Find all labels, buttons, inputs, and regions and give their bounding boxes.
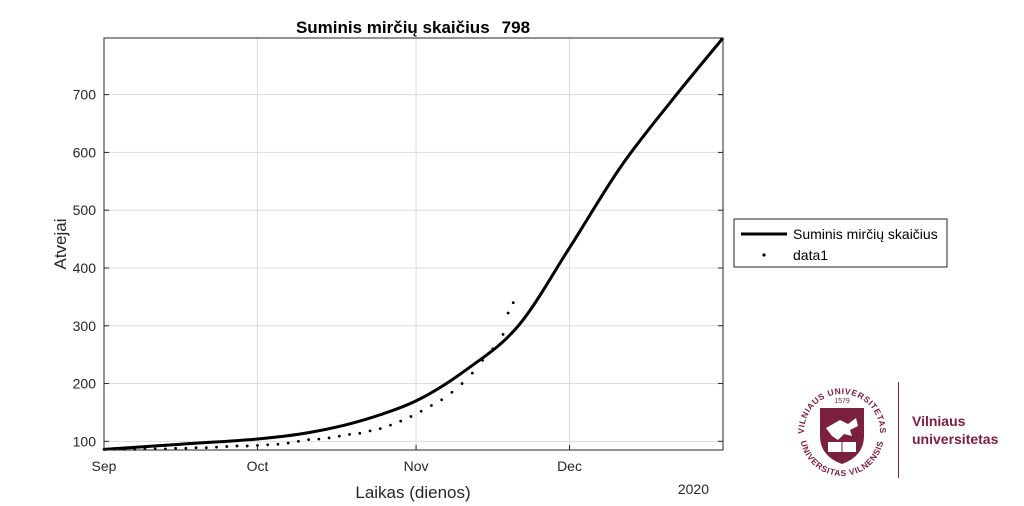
grid-lines [103, 38, 723, 450]
data-point [256, 443, 259, 447]
data-point [358, 431, 362, 435]
plot-frame [103, 37, 724, 451]
x-year-label: 2020 [678, 481, 709, 497]
data-point [215, 445, 218, 449]
seal-emblem [826, 418, 858, 440]
university-name-line1: Vilniaus [912, 413, 966, 429]
data-point [337, 434, 341, 438]
data-point [470, 371, 474, 375]
university-logo: VILNIAUS UNIVERSITETAS UNIVERSITAS VILNE… [790, 376, 1020, 486]
data-point [194, 446, 198, 450]
logo-divider [898, 382, 899, 478]
university-name-line2: universitetas [912, 431, 999, 447]
data-point [501, 333, 505, 336]
y-tick-label: 200 [73, 376, 97, 392]
data-point [204, 446, 208, 450]
x-tick-label: Oct [247, 458, 269, 474]
y-tick-label: 100 [73, 433, 97, 449]
data-point [399, 419, 403, 423]
data-point [389, 423, 392, 427]
series-curve [103, 37, 725, 451]
data-point [481, 359, 484, 362]
y-tick-labels: 100 200 300 400 500 600 700 [73, 87, 97, 450]
data-point [506, 311, 510, 315]
legend-box [733, 218, 948, 268]
data-point [460, 382, 464, 385]
legend-item-label: Suminis mirčių skaičius [793, 226, 938, 242]
y-axis-label: Atvejai [51, 218, 70, 269]
data-point [368, 429, 372, 433]
data-point [430, 404, 433, 407]
legend-point-swatch [762, 253, 766, 257]
data-point [307, 438, 311, 441]
x-tick-label: Sep [92, 458, 117, 474]
university-name: Vilniaus universitetas [912, 412, 998, 448]
data-point [450, 390, 454, 394]
data-point [225, 445, 229, 448]
data-point [348, 433, 351, 436]
data-point [378, 427, 382, 431]
university-seal-icon: VILNIAUS UNIVERSITETAS UNIVERSITAS VILNE… [794, 384, 890, 480]
data-point [419, 409, 423, 413]
data-point [245, 444, 249, 448]
series-line [103, 37, 725, 451]
x-axis-label: Laikas (dienos) [355, 483, 470, 502]
data-point [286, 441, 290, 445]
y-tick-label: 400 [73, 260, 97, 276]
legend-item-label: data1 [793, 247, 828, 263]
data-point [297, 439, 300, 443]
data-point [440, 398, 444, 402]
y-tick-label: 600 [73, 144, 97, 160]
x-tick-labels: Sep Oct Nov Dec [92, 458, 582, 474]
data-point [276, 442, 280, 446]
data-point [491, 347, 495, 351]
legend: Suminis mirčių skaičius data1 [733, 218, 948, 268]
data-point [266, 443, 270, 447]
x-tick-label: Dec [557, 458, 582, 474]
data-point [511, 301, 515, 305]
data-point [184, 446, 188, 450]
series-points [102, 301, 515, 451]
chart-title: Suminis mirčių skaičius 798 [296, 18, 530, 37]
data-point [327, 436, 331, 440]
data-point [317, 437, 321, 441]
x-tick-label: Nov [404, 458, 429, 474]
data-point [235, 444, 239, 448]
seal-year: 1579 [834, 398, 850, 405]
data-point [409, 415, 413, 418]
y-tick-label: 700 [73, 87, 97, 103]
y-tick-label: 300 [73, 318, 97, 334]
data-point [174, 446, 178, 450]
y-tick-label: 500 [73, 202, 97, 218]
